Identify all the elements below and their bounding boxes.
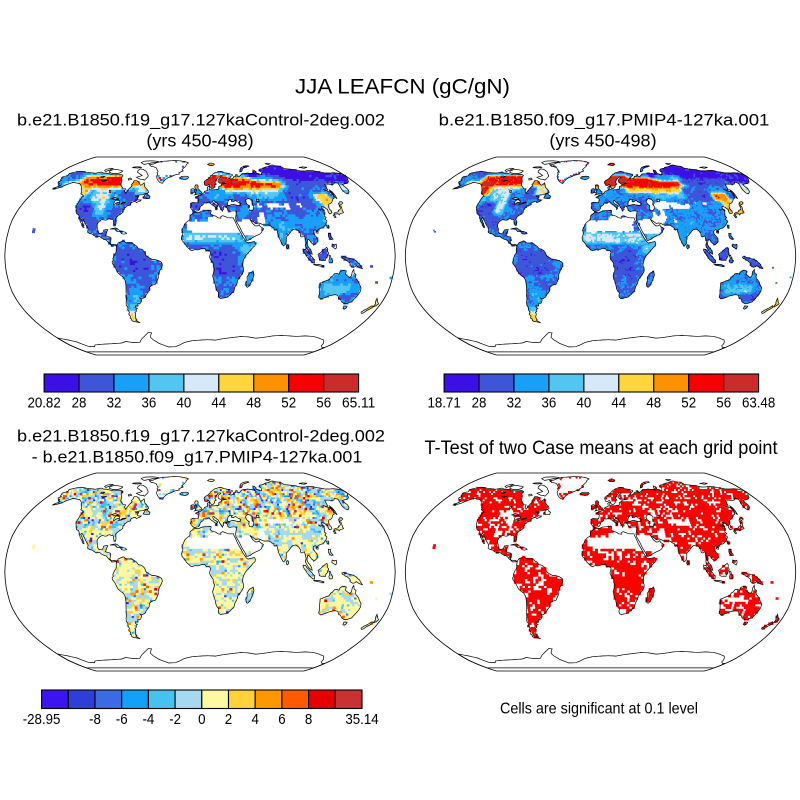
svg-text:56: 56 <box>316 395 331 412</box>
svg-text:48: 48 <box>246 395 261 412</box>
svg-text:44: 44 <box>611 395 626 412</box>
svg-text:4: 4 <box>252 711 259 728</box>
svg-text:52: 52 <box>281 395 296 412</box>
svg-text:-4: -4 <box>143 711 155 728</box>
svg-text:52: 52 <box>681 395 696 412</box>
svg-text:T-Test of two Case means at ea: T-Test of two Case means at each grid po… <box>425 438 779 459</box>
svg-text:20.82: 20.82 <box>27 395 60 412</box>
svg-text:-2: -2 <box>169 711 181 728</box>
svg-text:-28.95: -28.95 <box>23 711 61 728</box>
svg-text:-8: -8 <box>89 711 101 728</box>
svg-text:6: 6 <box>278 711 285 728</box>
svg-text:18.71: 18.71 <box>427 395 460 412</box>
svg-text:2: 2 <box>225 711 232 728</box>
svg-text:48: 48 <box>646 395 661 412</box>
svg-text:35.14: 35.14 <box>345 711 378 728</box>
svg-text:(yrs 450-498): (yrs 450-498) <box>146 131 253 151</box>
svg-text:32: 32 <box>107 395 122 412</box>
svg-text:0: 0 <box>198 711 205 728</box>
svg-text:b.e21.B1850.f19_g17.127kaContr: b.e21.B1850.f19_g17.127kaControl-2deg.00… <box>17 110 385 129</box>
svg-text:28: 28 <box>472 395 487 412</box>
svg-text:40: 40 <box>577 395 592 412</box>
svg-text:b.e21.B1850.f09_g17.PMIP4-127k: b.e21.B1850.f09_g17.PMIP4-127ka.001 <box>439 110 770 129</box>
svg-text:36: 36 <box>142 395 157 412</box>
svg-text:b.e21.B1850.f19_g17.127kaContr: b.e21.B1850.f19_g17.127kaControl-2deg.00… <box>17 426 385 445</box>
svg-text:63.48: 63.48 <box>742 395 775 412</box>
svg-text:65.11: 65.11 <box>342 395 375 412</box>
svg-text:(yrs 450-498): (yrs 450-498) <box>549 131 656 151</box>
svg-text:44: 44 <box>211 395 226 412</box>
svg-text:Cells are significant at 0.1 l: Cells are significant at 0.1 level <box>500 701 698 718</box>
svg-text:40: 40 <box>177 395 192 412</box>
svg-text:- b.e21.B1850.f09_g17.PMIP4-12: - b.e21.B1850.f09_g17.PMIP4-127ka.001 <box>32 447 363 466</box>
svg-text:JJA LEAFCN (gC/gN): JJA LEAFCN (gC/gN) <box>295 75 510 98</box>
svg-text:36: 36 <box>542 395 557 412</box>
svg-text:-6: -6 <box>116 711 128 728</box>
svg-text:32: 32 <box>507 395 522 412</box>
svg-text:8: 8 <box>305 711 312 728</box>
svg-text:28: 28 <box>72 395 87 412</box>
svg-text:56: 56 <box>716 395 731 412</box>
